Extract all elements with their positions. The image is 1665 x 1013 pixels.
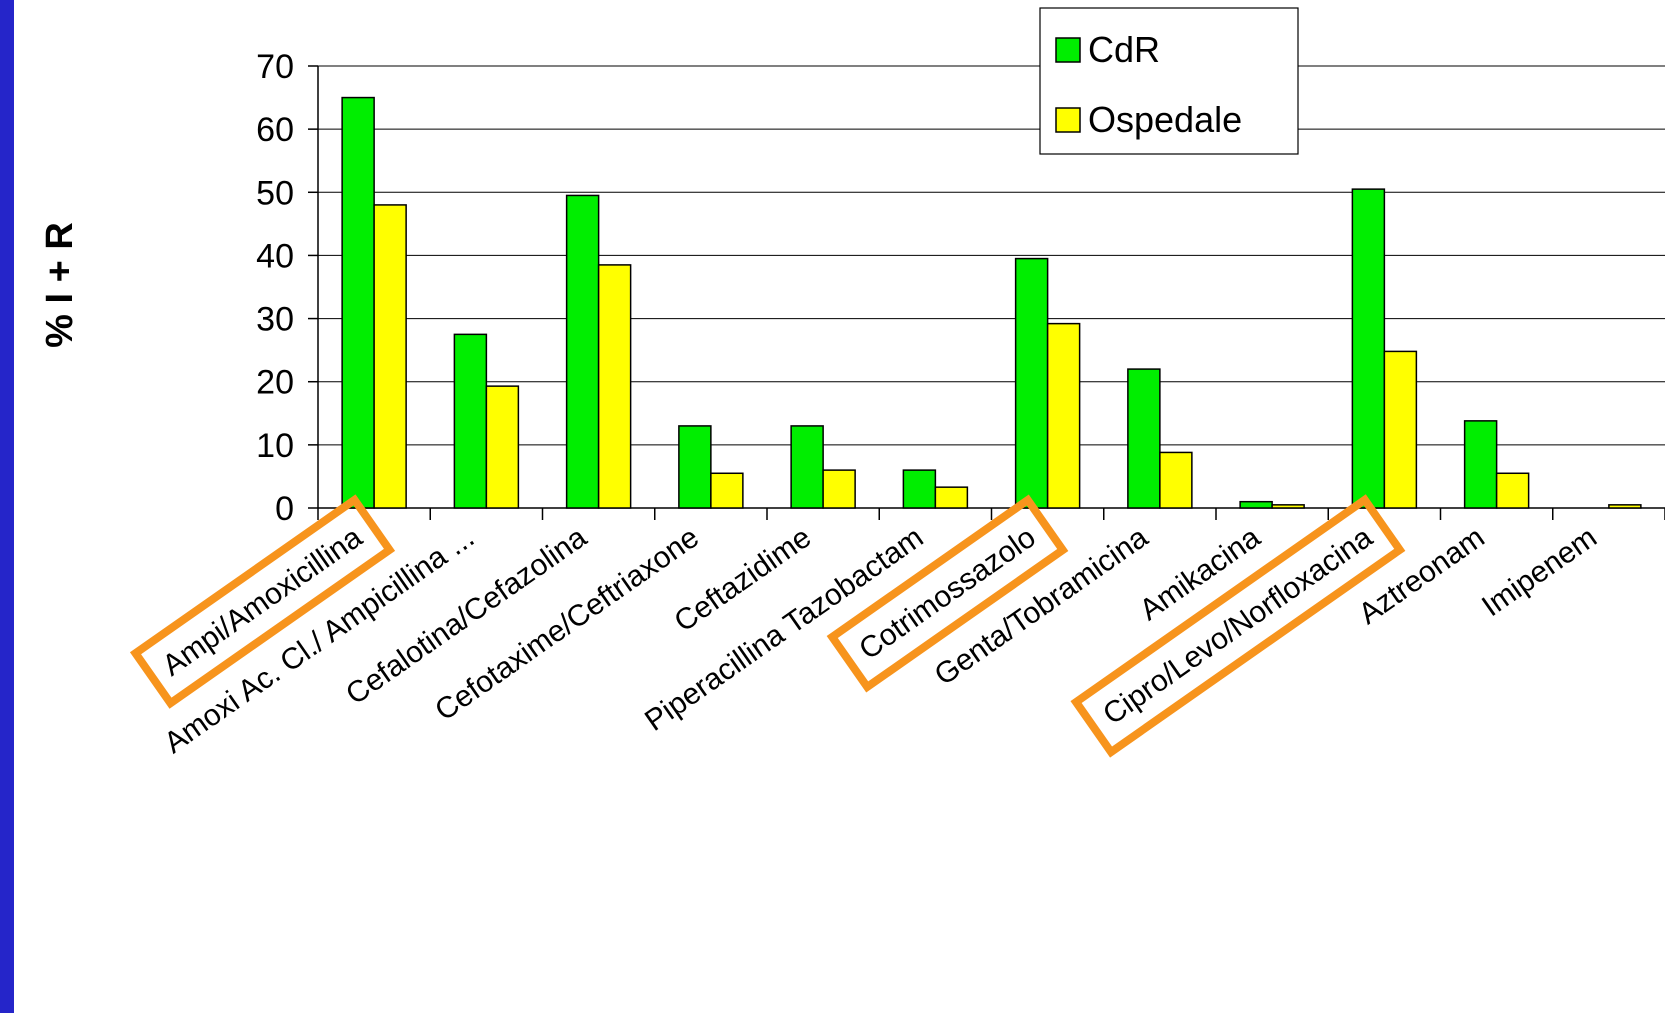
bar-cdr-cefotaxime-ceftriaxone — [678, 425, 712, 509]
bar-ospedale-aztreonam — [1495, 472, 1530, 509]
y-axis-label: % I + R — [39, 222, 81, 348]
bar-ospedale-ampi-amoxicillina — [373, 204, 407, 509]
bar-ospedale-amoxi-ac-cl-ampicillina — [485, 385, 520, 509]
highlight-frame-cotrimossazolo — [826, 494, 1069, 693]
y-tick-label: 10 — [256, 427, 294, 465]
y-tick-label: 60 — [256, 111, 294, 149]
y-tick-label: 30 — [256, 301, 294, 339]
bar-cdr-aztreonam — [1463, 420, 1498, 509]
bar-ospedale-ceftazidime — [822, 469, 856, 509]
bar-ospedale-piperacillina-tazobactam — [934, 486, 969, 509]
highlight-frame-cipro-levo-norfloxacina — [1070, 494, 1406, 758]
y-tick-label: 70 — [256, 48, 294, 86]
legend-box — [1039, 7, 1299, 155]
bar-cdr-genta-tobramicina — [1127, 368, 1161, 509]
y-tick-label: 40 — [256, 237, 294, 275]
bar-cdr-cipro-levo-norfloxacina — [1351, 188, 1386, 509]
bar-cdr-piperacillina-tazobactam — [902, 469, 937, 509]
y-tick-label: 20 — [256, 364, 294, 402]
bar-ospedale-cipro-levo-norfloxacina — [1383, 350, 1418, 509]
bar-cdr-ceftazidime — [790, 425, 824, 509]
x-category-label: Aztreonam — [1353, 521, 1491, 631]
legend-label-cdr: CdR — [1088, 29, 1160, 70]
bar-cdr-cotrimossazolo — [1014, 257, 1049, 509]
bar-cdr-cefalotina-cefazolina — [565, 194, 600, 509]
x-category-label: Ampi/Amoxicillina — [157, 521, 369, 683]
bar-ospedale-cefalotina-cefazolina — [597, 264, 632, 509]
bar-ospedale-amikacina — [1271, 504, 1305, 509]
bar-cdr-ampi-amoxicillina — [341, 96, 375, 509]
y-tick-label: 50 — [256, 174, 294, 212]
bar-ospedale-genta-tobramicina — [1159, 451, 1193, 509]
y-tick-label: 0 — [275, 490, 294, 528]
x-category-label: Imipenem — [1476, 521, 1603, 624]
legend-swatch-cdr — [1055, 37, 1081, 63]
bar-cdr-amikacina — [1239, 500, 1273, 509]
bar-ospedale-cefotaxime-ceftriaxone — [710, 472, 744, 509]
legend-swatch-ospedale — [1055, 107, 1081, 133]
bar-cdr-amoxi-ac-cl-ampicillina — [453, 333, 488, 509]
highlight-frame-ampi-amoxicillina — [129, 494, 396, 709]
bar-ospedale-cotrimossazolo — [1046, 322, 1081, 509]
legend-label-ospedale: Ospedale — [1088, 99, 1242, 140]
bar-ospedale-imipenem — [1608, 504, 1642, 509]
